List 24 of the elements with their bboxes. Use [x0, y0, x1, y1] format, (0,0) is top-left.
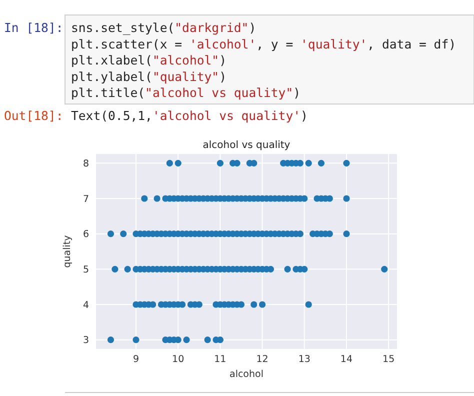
- y-tick-label: 5: [82, 264, 89, 276]
- text: plt.xlabel("alcohol"): [71, 54, 226, 68]
- text: plt.title("alcohol vs quality"): [71, 86, 301, 100]
- text: sns.set_style("darkgrid"): [71, 21, 256, 35]
- x-tick-label: 15: [382, 354, 395, 365]
- y-tick-label: 8: [82, 158, 89, 170]
- x-tick-label: 11: [214, 354, 226, 365]
- text: Text(0.5,1,'alcohol vs quality'): [71, 109, 308, 123]
- x-tick-label: 13: [298, 354, 310, 365]
- x-tick-label: 12: [256, 354, 268, 365]
- text: plt.scatter(x = 'alcohol', y = 'quality', data = df): [71, 37, 456, 52]
- y-tick-label: 3: [82, 335, 89, 346]
- text: plt.ylabel("quality"): [71, 70, 226, 84]
- y-tick-label: 4: [82, 300, 89, 311]
- y-axis-title: quality: [62, 234, 73, 268]
- x-axis-title: alcohol: [230, 369, 264, 380]
- text: In [18]:: [4, 21, 64, 35]
- x-tick-label: 14: [340, 354, 353, 365]
- y-tick-label: 7: [82, 194, 89, 205]
- x-tick-label: 9: [132, 354, 140, 365]
- x-tick-label: 10: [172, 354, 184, 365]
- y-tick-label: 6: [82, 229, 89, 240]
- text: Out[18]:: [4, 109, 64, 123]
- chart-title: alcohol vs quality: [202, 140, 290, 151]
